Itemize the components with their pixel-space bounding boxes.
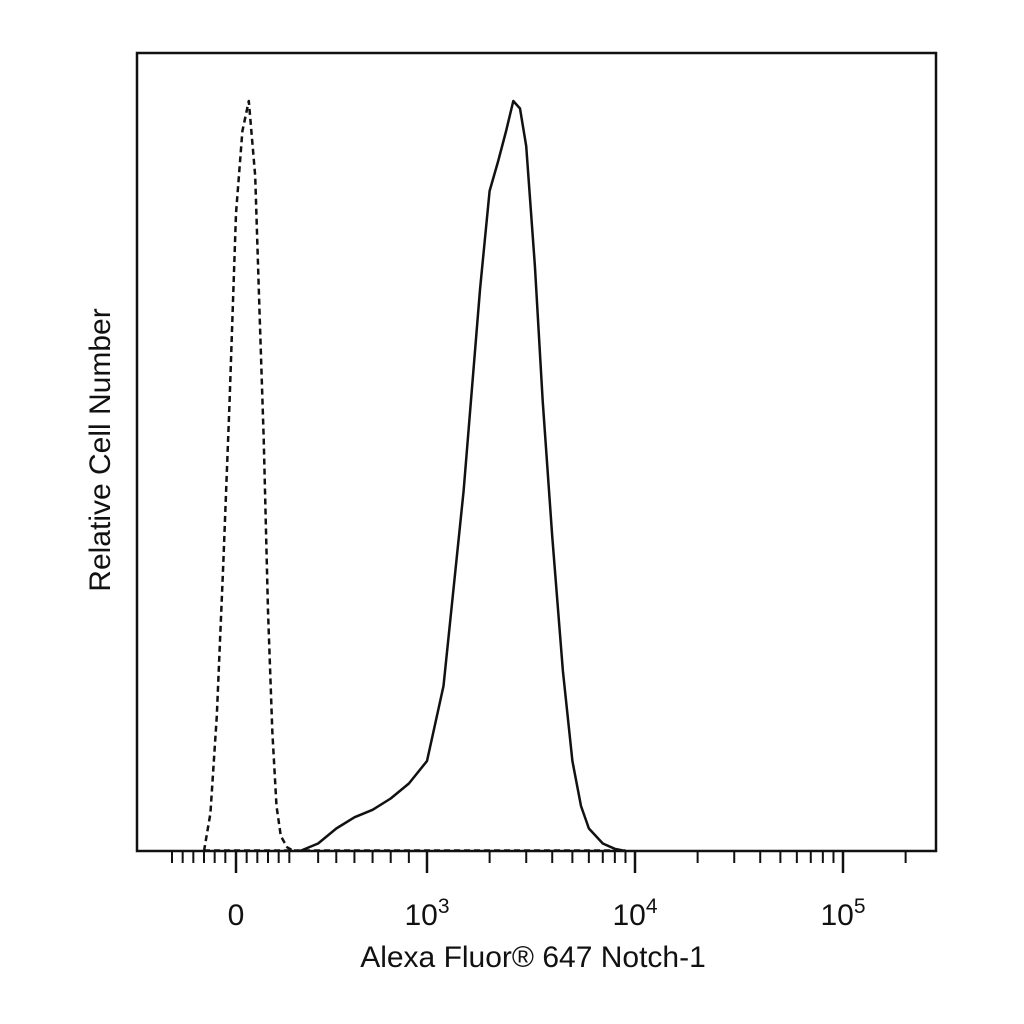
plot-frame — [135, 51, 938, 853]
x-tick-label: 103 — [404, 895, 449, 932]
series-layer — [202, 99, 626, 853]
x-tick-label: 0 — [228, 899, 245, 932]
x-axis-minor-ticks — [171, 851, 907, 863]
y-axis-label: Relative Cell Number — [84, 308, 117, 591]
notch1-stained-curve — [299, 99, 626, 853]
x-axis-label: Alexa Fluor® 647 Notch-1 — [360, 941, 706, 974]
x-axis-tick-labels: 0 103 104 105 — [228, 895, 866, 932]
x-tick-label: 105 — [820, 895, 865, 932]
x-tick-label: 104 — [612, 895, 657, 932]
isotype-control-curve — [202, 99, 295, 853]
x-axis-major-ticks — [234, 851, 845, 873]
